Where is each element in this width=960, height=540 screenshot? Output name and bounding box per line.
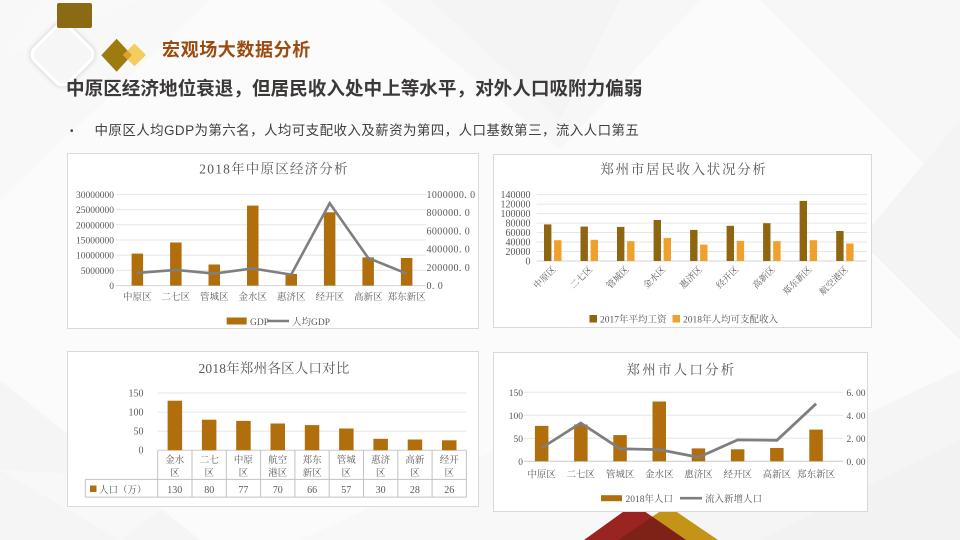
svg-text:2018年中原区经济分析: 2018年中原区经济分析: [199, 161, 348, 177]
svg-text:区: 区: [444, 468, 454, 479]
svg-text:管城区: 管城区: [200, 291, 229, 303]
svg-text:30: 30: [376, 485, 386, 496]
svg-text:100000: 100000: [501, 209, 531, 220]
svg-text:区: 区: [342, 468, 352, 479]
svg-text:金水区: 金水区: [641, 264, 668, 291]
svg-text:2018年郑州各区人口对比: 2018年郑州各区人口对比: [198, 360, 349, 376]
svg-text:二七区: 二七区: [162, 291, 191, 303]
svg-text:77: 77: [238, 485, 248, 496]
svg-text:区: 区: [376, 468, 386, 479]
svg-text:200000. 0: 200000. 0: [427, 263, 471, 274]
svg-text:66: 66: [307, 485, 317, 496]
svg-text:高新区: 高新区: [354, 291, 383, 303]
svg-text:6. 00: 6. 00: [847, 389, 866, 399]
svg-text:2018年人口: 2018年人口: [626, 493, 674, 505]
svg-text:惠济区: 惠济区: [277, 291, 306, 303]
svg-text:10000000: 10000000: [76, 252, 114, 262]
svg-text:150: 150: [509, 389, 524, 399]
svg-text:20000000: 20000000: [76, 221, 114, 231]
svg-text:二七区: 二七区: [567, 264, 594, 291]
svg-text:惠济区: 惠济区: [677, 264, 704, 291]
svg-text:0: 0: [526, 257, 531, 268]
svg-text:0. 0: 0. 0: [427, 281, 444, 292]
svg-text:100: 100: [129, 408, 144, 419]
svg-text:管城区: 管城区: [604, 264, 631, 291]
svg-text:惠济区: 惠济区: [684, 469, 713, 481]
svg-text:中原: 中原: [234, 454, 254, 466]
svg-text:GDP: GDP: [250, 318, 269, 328]
svg-text:人口（万）: 人口（万）: [99, 484, 147, 496]
svg-text:2. 00: 2. 00: [847, 435, 866, 445]
svg-text:2018年人均可支配收入: 2018年人均可支配收入: [683, 314, 779, 326]
svg-text:流入新增人口: 流入新增人口: [705, 493, 762, 505]
svg-text:0: 0: [139, 446, 144, 457]
svg-text:郑州市人口分析: 郑州市人口分析: [627, 362, 737, 378]
svg-text:经开: 经开: [440, 454, 460, 466]
svg-text:28: 28: [410, 485, 420, 496]
svg-text:15000000: 15000000: [76, 237, 114, 247]
svg-text:30000000: 30000000: [76, 191, 114, 201]
svg-text:经开区: 经开区: [714, 264, 741, 291]
svg-text:80000: 80000: [506, 219, 531, 230]
svg-text:郑东新区: 郑东新区: [388, 291, 427, 303]
svg-text:57: 57: [341, 485, 351, 496]
svg-text:150: 150: [129, 389, 144, 400]
svg-text:航空: 航空: [268, 454, 288, 466]
svg-text:中原区: 中原区: [123, 291, 152, 303]
svg-text:管城区: 管城区: [606, 469, 635, 481]
svg-text:经开区: 经开区: [315, 291, 344, 303]
svg-text:郑东新区: 郑东新区: [797, 469, 836, 481]
svg-text:港区: 港区: [268, 467, 288, 479]
svg-text:管城: 管城: [337, 454, 357, 466]
svg-text:二七区: 二七区: [567, 469, 596, 481]
svg-text:高新区: 高新区: [763, 469, 792, 481]
svg-text:区: 区: [410, 468, 420, 479]
svg-text:金水区: 金水区: [645, 469, 674, 481]
svg-text:惠济: 惠济: [371, 454, 391, 466]
svg-text:26: 26: [444, 485, 454, 496]
svg-text:1000000. 0: 1000000. 0: [427, 190, 476, 201]
svg-text:区: 区: [170, 468, 180, 479]
svg-text:0: 0: [109, 282, 114, 292]
svg-text:0: 0: [518, 458, 523, 468]
svg-text:高新: 高新: [405, 454, 425, 466]
svg-text:新区: 新区: [303, 467, 323, 479]
svg-text:140000: 140000: [501, 190, 531, 201]
svg-text:20000: 20000: [506, 247, 531, 258]
svg-text:25000000: 25000000: [76, 206, 114, 216]
svg-text:高新区: 高新区: [750, 264, 777, 291]
svg-text:中原区: 中原区: [527, 469, 556, 481]
svg-text:二七: 二七: [200, 454, 220, 466]
svg-text:60000: 60000: [506, 228, 531, 239]
svg-text:100: 100: [509, 412, 524, 422]
svg-text:0. 00: 0. 00: [847, 458, 866, 468]
svg-text:120000: 120000: [501, 200, 531, 211]
svg-text:2017年平均工资: 2017年平均工资: [600, 314, 667, 326]
svg-text:800000. 0: 800000. 0: [427, 208, 471, 219]
svg-text:经开区: 经开区: [723, 469, 752, 481]
svg-text:50: 50: [134, 427, 144, 438]
svg-text:600000. 0: 600000. 0: [427, 226, 471, 237]
svg-text:航空港区: 航空港区: [817, 264, 850, 297]
svg-text:区: 区: [204, 468, 214, 479]
svg-text:70: 70: [273, 485, 283, 496]
svg-text:金水区: 金水区: [239, 291, 268, 303]
svg-text:人均GDP: 人均GDP: [292, 316, 330, 328]
svg-text:区: 区: [239, 468, 249, 479]
svg-text:中原区: 中原区: [531, 264, 558, 291]
svg-text:郑东: 郑东: [303, 454, 323, 466]
svg-text:80: 80: [204, 485, 214, 496]
svg-text:4. 00: 4. 00: [847, 412, 866, 422]
svg-text:130: 130: [167, 485, 182, 496]
svg-text:40000: 40000: [506, 238, 531, 249]
svg-text:400000. 0: 400000. 0: [427, 245, 471, 256]
svg-text:郑东新区: 郑东新区: [780, 264, 813, 297]
svg-text:50: 50: [514, 435, 524, 445]
svg-text:金水: 金水: [165, 454, 185, 466]
svg-text:5000000: 5000000: [81, 267, 115, 277]
svg-text:郑州市居民收入状况分析: 郑州市居民收入状况分析: [600, 161, 767, 177]
